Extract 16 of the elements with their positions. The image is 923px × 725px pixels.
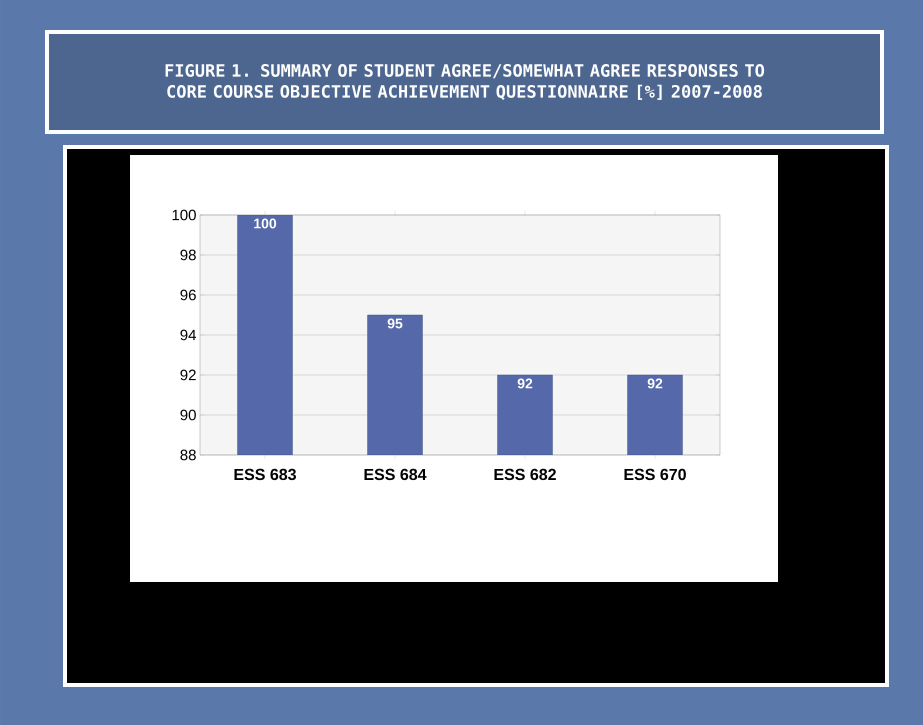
x-tick-label: ESS 683 (234, 468, 296, 480)
data-label: 92 (518, 378, 532, 388)
y-tick-label: 98 (180, 250, 196, 260)
y-tick-label: 88 (180, 450, 196, 460)
y-tick-label: 94 (180, 330, 196, 340)
x-tick-label: ESS 682 (494, 468, 556, 480)
data-label: 100 (254, 218, 276, 228)
y-tick-label: 100 (172, 210, 196, 220)
y-tick-label: 96 (180, 290, 196, 300)
chart-title: FIGURE 1. SUMMARY OF STUDENT AGREE/SOMEWHAT AGREE RESPONSES TO CORE COURSE OBJECTIVE ACHIEVEMENT QUESTIONNAIRE [%] 2007-2008 (166, 64, 764, 100)
x-tick-label: ESS 684 (364, 468, 426, 480)
y-tick-label: 90 (180, 410, 196, 420)
x-tick-label: ESS 670 (624, 468, 686, 480)
y-tick-label: 92 (180, 370, 196, 380)
data-label: 92 (648, 378, 662, 388)
data-label: 95 (388, 318, 402, 328)
